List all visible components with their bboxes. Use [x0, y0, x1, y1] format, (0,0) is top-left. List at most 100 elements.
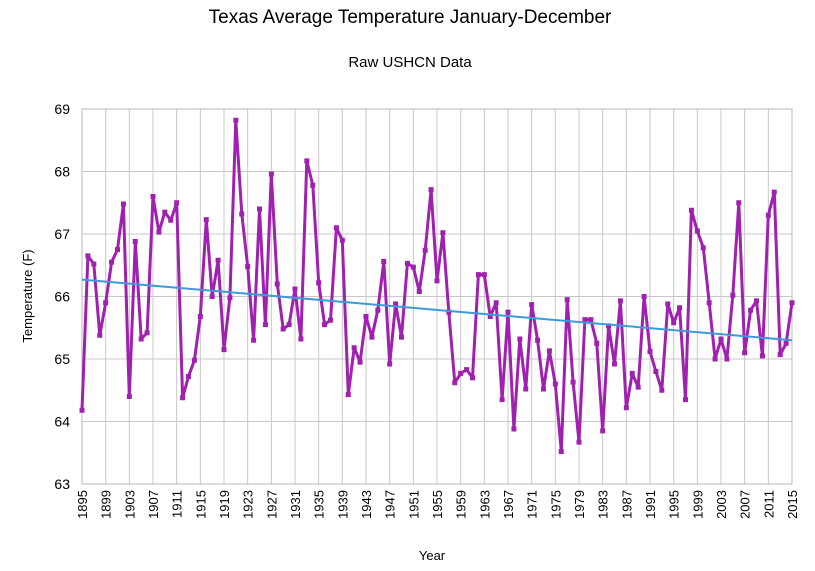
x-tick-labels: 1895 1899 1903 1907 1911 1915 1919 1923 1927 1931… — [75, 490, 800, 519]
data-point — [629, 370, 635, 376]
data-point — [789, 300, 795, 306]
data-point — [470, 375, 475, 381]
data-point — [706, 300, 712, 306]
data-point — [339, 237, 345, 243]
data-point — [582, 317, 588, 323]
data-point — [517, 336, 523, 342]
x-tick-label: 1935 — [312, 490, 327, 519]
data-point — [617, 298, 623, 304]
data-point — [298, 336, 304, 342]
data-point — [227, 295, 233, 301]
data-point — [612, 361, 617, 367]
data-point — [280, 326, 286, 332]
data-point — [481, 272, 487, 278]
data-point — [97, 332, 103, 338]
data-point — [186, 374, 191, 379]
data-point — [659, 387, 665, 393]
x-tick-label: 1955 — [430, 490, 445, 519]
x-tick-label: 1963 — [477, 490, 492, 519]
x-tick-label: 2015 — [785, 490, 800, 519]
data-point — [328, 317, 333, 323]
data-point — [730, 292, 736, 298]
data-point — [535, 337, 541, 343]
data-point — [257, 206, 262, 212]
data-point — [440, 230, 446, 236]
data-point — [180, 395, 186, 401]
data-point — [168, 217, 174, 223]
data-point — [333, 225, 339, 231]
x-tick-label: 1951 — [406, 490, 421, 519]
x-tick-label: 1943 — [359, 490, 374, 519]
data-point — [487, 314, 493, 319]
data-point — [677, 305, 683, 311]
y-tick-label: 67 — [54, 226, 70, 242]
x-tick-label: 1907 — [146, 490, 161, 519]
data-point — [251, 337, 257, 343]
data-point — [233, 117, 239, 123]
x-tick-label: 1983 — [596, 490, 611, 519]
data-point — [505, 309, 511, 315]
data-point — [464, 367, 470, 373]
y-tick-label: 65 — [54, 351, 70, 367]
x-tick-label: 1987 — [619, 490, 634, 519]
data-point — [452, 380, 458, 386]
data-point — [174, 200, 180, 206]
data-point — [262, 322, 268, 328]
trend-line — [81, 278, 793, 342]
x-tick-label: 1939 — [335, 490, 350, 519]
data-point — [126, 394, 132, 399]
x-tick-label: 1979 — [572, 490, 587, 519]
data-point — [600, 428, 606, 434]
data-point — [694, 228, 700, 234]
data-point — [322, 322, 328, 328]
data-point — [712, 356, 718, 362]
y-tick-label: 64 — [54, 414, 70, 430]
plot-frame — [81, 108, 793, 485]
data-point — [783, 340, 789, 346]
series-layer — [79, 117, 795, 454]
data-point — [162, 209, 168, 215]
data-point — [410, 264, 416, 270]
x-tick-label: 2007 — [738, 490, 753, 519]
data-point — [588, 317, 594, 323]
data-point — [688, 207, 694, 213]
x-tick-label: 1967 — [501, 490, 516, 519]
data-point — [209, 294, 215, 299]
data-point — [79, 407, 85, 413]
data-point — [144, 330, 150, 336]
data-point — [671, 320, 677, 326]
data-point — [700, 245, 706, 251]
x-tick-label: 1971 — [525, 490, 540, 519]
data-point — [375, 307, 381, 313]
data-point — [292, 286, 298, 292]
data-point — [91, 261, 97, 267]
data-point — [647, 349, 653, 354]
data-point — [197, 314, 203, 319]
data-point — [736, 200, 742, 206]
data-point — [85, 253, 91, 259]
data-point — [511, 426, 517, 432]
x-tick-label: 1999 — [690, 490, 705, 519]
data-point — [683, 397, 688, 403]
data-point — [564, 297, 570, 303]
data-point — [387, 361, 393, 367]
data-point — [718, 336, 724, 342]
data-point — [748, 307, 754, 313]
x-tick-label: 1927 — [264, 490, 279, 519]
data-point — [286, 322, 292, 328]
data-point — [458, 370, 464, 376]
data-point — [635, 384, 641, 390]
data-point — [109, 259, 115, 265]
data-point — [434, 278, 440, 284]
data-point — [404, 260, 410, 266]
x-tick-label: 1903 — [122, 490, 137, 519]
data-point — [765, 212, 771, 218]
chart-subtitle: Raw USHCN Data — [348, 54, 472, 71]
data-point — [215, 257, 221, 263]
data-point — [558, 449, 564, 454]
y-tick-label: 69 — [54, 101, 70, 117]
data-point — [552, 381, 558, 387]
x-axis-label: Year — [419, 548, 446, 563]
data-point — [138, 336, 144, 342]
x-tick-label: 1995 — [667, 490, 682, 519]
